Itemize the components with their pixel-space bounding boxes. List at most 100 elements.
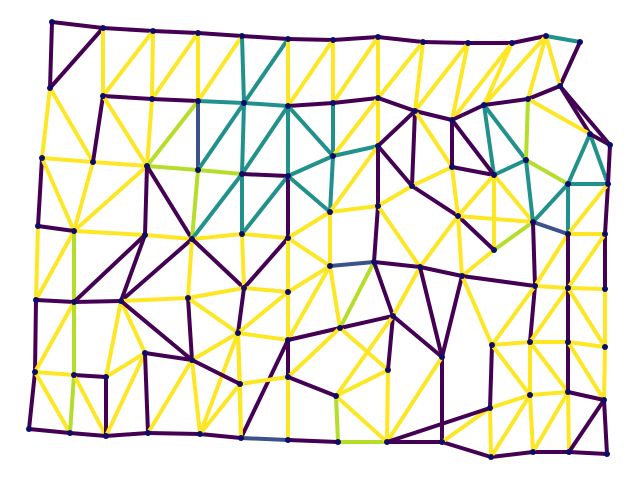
mesh-node [285,289,291,295]
mesh-edge [186,237,194,300]
mesh-node [532,283,538,289]
mesh-edge [40,156,76,233]
mesh-edge [566,340,607,349]
mesh-edge [196,31,244,38]
mesh-edge [331,35,380,42]
mesh-edge [567,398,606,454]
mesh-node [33,297,39,303]
mesh-edge [190,358,202,436]
mesh-node [47,85,53,91]
mesh-edge [567,450,609,456]
mesh-node [384,439,390,445]
mesh-node [409,183,415,189]
mesh-edge [372,204,380,264]
mesh-edge [68,431,108,438]
mesh-edge [48,26,105,90]
mesh-edge [101,94,154,101]
mesh-edge [566,182,610,236]
mesh-edge [331,144,380,158]
mesh-edge [450,103,486,122]
mesh-node [449,117,455,123]
mesh-edge [72,233,147,304]
mesh-edge [413,40,425,113]
mesh-edge [27,427,72,435]
mesh-edge [145,164,194,241]
mesh-edge [143,233,194,241]
mesh-node [35,223,41,229]
mesh-edge [528,286,570,344]
mesh-node [330,37,336,43]
mesh-edge [489,393,532,459]
mesh-node [330,100,336,106]
mesh-node [67,430,73,436]
mesh-edge [186,286,246,300]
mesh-edge [456,173,496,218]
mesh-edge [150,29,155,101]
mesh-edge [602,345,607,402]
mesh-edge [488,406,493,459]
mesh-edge [376,96,417,113]
mesh-node [371,259,377,265]
mesh-node [103,374,109,380]
mesh-edge [196,168,244,176]
mesh-edge [372,260,395,318]
mesh-edge [240,34,246,105]
mesh-edge [286,174,332,214]
mesh-edge [531,220,570,236]
mesh-edge [328,154,335,214]
mesh-node [241,100,247,106]
mesh-edge [186,296,240,335]
mesh-edge [410,184,460,218]
mesh-edge [566,390,571,454]
mesh-node [118,298,124,304]
mesh-edge [413,109,454,122]
mesh-node [195,30,201,36]
mesh-edge [413,41,470,113]
mesh-edge [528,390,570,397]
mesh-edge [34,224,40,302]
mesh-node [285,374,291,380]
mesh-edge [286,375,338,398]
mesh-edge [40,156,95,164]
mesh-edge [482,97,530,107]
mesh-edge [145,99,200,168]
mesh-edge [418,214,460,269]
mesh-edge [566,232,607,290]
mesh-edge [450,118,496,177]
mesh-node [465,40,471,46]
mesh-edge [72,299,123,304]
mesh-edge [240,172,290,178]
mesh-edge [533,284,570,290]
mesh-edge [510,34,548,45]
mesh-edge [119,299,194,362]
mesh-edge [236,286,246,335]
mesh-edge [334,368,390,398]
mesh-edge [328,204,380,214]
mesh-edge [286,210,332,240]
mesh-node [459,273,465,279]
mesh-edge [376,109,417,148]
mesh-edge [48,86,95,164]
mesh-edge [36,224,76,233]
mesh-node [601,397,607,403]
mesh-edge [240,232,290,240]
mesh-edge [239,436,290,442]
mesh-edge [482,34,548,107]
mesh-node [455,213,461,219]
mesh-edge [143,164,149,237]
mesh-node [150,28,156,34]
mesh-edge [524,158,570,186]
mesh-edge [101,26,155,33]
mesh-edge [151,29,200,35]
mesh-node [337,325,343,331]
mesh-edge [190,232,244,241]
mesh-node [523,157,529,163]
mesh-edge [104,351,147,379]
mesh-edge [27,370,37,431]
mesh-edge [240,101,246,176]
mesh-edge [492,158,528,177]
mesh-edge [588,132,610,186]
mesh-node [375,143,381,149]
mesh-node [527,392,533,398]
